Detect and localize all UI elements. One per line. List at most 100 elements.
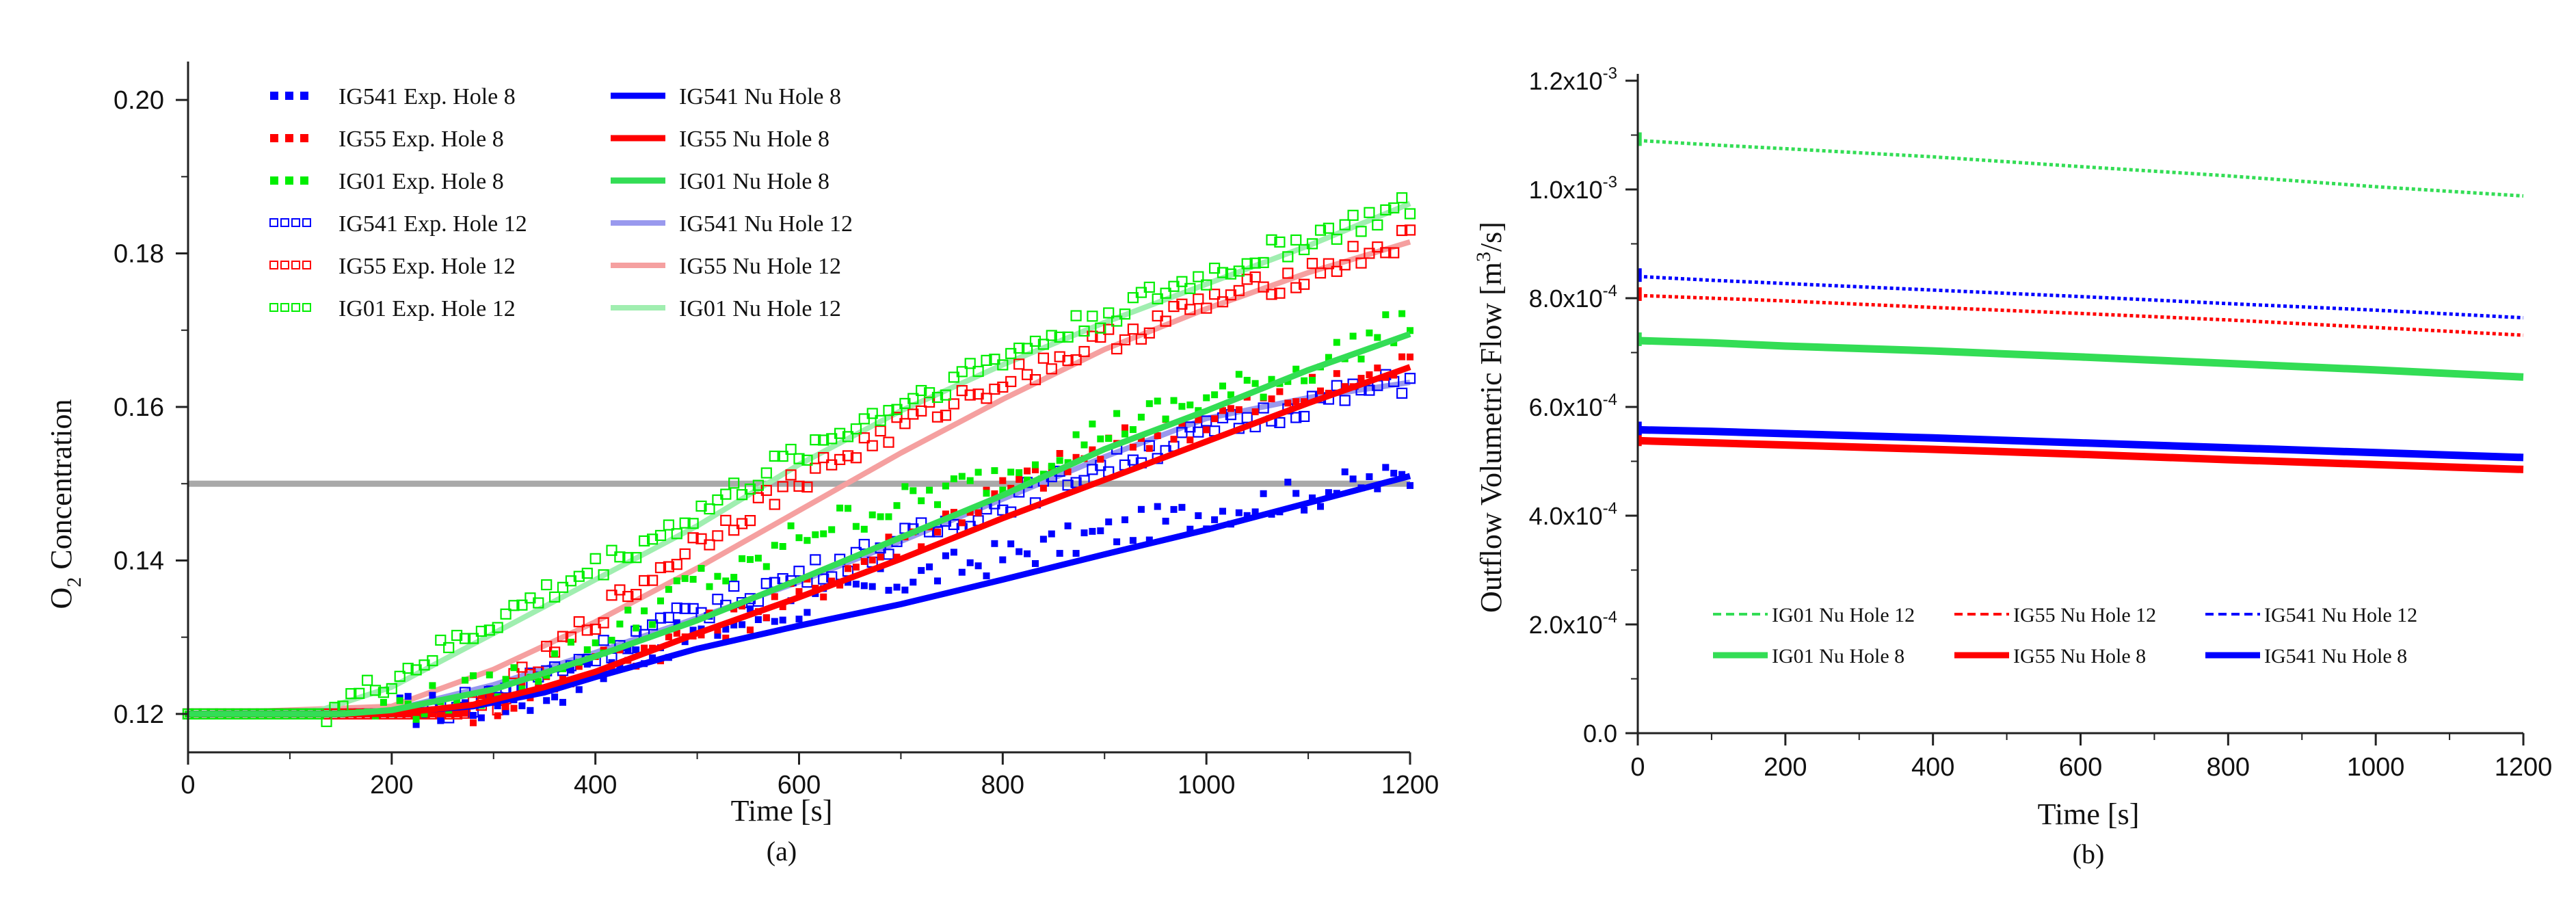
data-point	[345, 688, 357, 700]
data-point	[1089, 420, 1096, 427]
data-point	[1364, 248, 1375, 259]
data-point	[1388, 247, 1400, 259]
data-point	[1168, 301, 1180, 313]
y-tick-label: 0.0	[1583, 719, 1617, 748]
data-point	[974, 509, 982, 516]
panel-a-axes	[176, 62, 1411, 765]
data-point	[583, 646, 591, 653]
panel-b-series-layer	[1637, 132, 2524, 473]
data-point	[754, 616, 762, 623]
data-point	[687, 603, 699, 615]
legend-item-ig55-nu-hole-8: IG55 Nu Hole 8	[1954, 645, 2146, 668]
legend-item-ig55-exp-hole-8: IG55 Exp. Hole 8	[270, 127, 504, 152]
data-point	[1127, 454, 1139, 466]
data-point	[641, 644, 648, 652]
data-point	[624, 607, 632, 614]
data-point	[958, 568, 966, 576]
data-point	[1048, 462, 1055, 470]
data-point	[671, 528, 682, 540]
data-point	[1388, 202, 1400, 214]
legend-marker	[291, 261, 300, 269]
data-point	[722, 625, 730, 633]
data-point	[492, 622, 503, 633]
data-point	[1347, 209, 1359, 221]
data-point	[1143, 281, 1155, 293]
data-point	[934, 528, 941, 536]
data-point	[1119, 308, 1131, 320]
data-point	[649, 621, 656, 629]
data-point	[1298, 410, 1310, 423]
data-point	[583, 661, 591, 668]
data-point	[1404, 208, 1416, 220]
data-point	[1396, 387, 1408, 399]
data-point	[1290, 282, 1302, 293]
legend-item-ig541-nu-hole-8: IG541 Nu Hole 8	[611, 84, 841, 109]
data-point	[1056, 450, 1063, 457]
data-point	[1298, 278, 1310, 290]
data-point	[1032, 466, 1039, 473]
series-ig01-nu-hole-8	[188, 331, 1411, 717]
data-point	[1241, 258, 1253, 269]
data-point	[785, 469, 797, 481]
data-point	[1007, 540, 1015, 548]
data-point	[573, 570, 585, 582]
y-tick-label: 6.0x10-4	[1529, 391, 1617, 421]
data-point	[462, 709, 469, 717]
data-point	[687, 532, 699, 544]
x-tick-label: 200	[370, 771, 413, 800]
data-point	[777, 481, 788, 492]
data-point	[1366, 329, 1373, 336]
y-tick-label: 0.12	[114, 700, 164, 729]
data-point	[567, 638, 574, 646]
data-point	[502, 708, 509, 715]
data-point	[1037, 352, 1050, 364]
data-point	[744, 483, 756, 495]
data-point	[842, 431, 854, 443]
data-point	[1129, 426, 1137, 434]
series-line-ig55-nu-hole-8	[1637, 436, 2524, 473]
legend-label: IG55 Nu Hole 12	[679, 254, 841, 279]
data-point	[728, 580, 740, 592]
data-point	[966, 509, 974, 516]
data-point	[1029, 373, 1041, 386]
legend-item-ig01-nu-hole-8: IG01 Nu Hole 8	[1713, 645, 1904, 668]
legend-item-ig541-nu-hole-12: IG541 Nu Hole 12	[2205, 604, 2417, 626]
data-point	[885, 587, 892, 594]
data-point	[940, 389, 952, 401]
data-point	[860, 525, 868, 533]
data-point	[1407, 481, 1413, 489]
data-point	[964, 358, 976, 369]
x-tick-label: 0	[1630, 753, 1645, 782]
data-point	[663, 519, 675, 531]
data-point	[394, 670, 406, 682]
data-point	[728, 525, 740, 536]
data-point	[633, 646, 640, 654]
data-point	[451, 629, 463, 642]
data-point	[1015, 469, 1023, 477]
data-point	[1341, 468, 1349, 475]
data-point	[942, 510, 949, 518]
data-point	[624, 646, 632, 654]
data-point	[1274, 236, 1286, 248]
legend-label: IG01 Nu Hole 12	[1772, 604, 1915, 626]
data-point	[1249, 257, 1261, 269]
data-point	[1087, 311, 1098, 322]
data-point	[535, 681, 542, 689]
data-point	[1235, 371, 1243, 378]
legend-marker	[269, 303, 278, 312]
data-point	[1024, 476, 1031, 484]
data-point	[518, 702, 526, 709]
data-point	[1178, 419, 1186, 427]
panel-a-panel-label: (a)	[767, 836, 797, 867]
data-point	[875, 425, 886, 437]
data-point	[983, 572, 990, 579]
data-point	[486, 671, 493, 678]
panel-b-panel-label: (b)	[2073, 839, 2105, 869]
data-point	[361, 674, 373, 686]
data-point	[470, 719, 477, 726]
data-point	[486, 692, 493, 700]
data-point	[679, 603, 691, 614]
data-point	[437, 717, 444, 724]
data-point	[1145, 400, 1153, 408]
data-point	[518, 685, 526, 693]
